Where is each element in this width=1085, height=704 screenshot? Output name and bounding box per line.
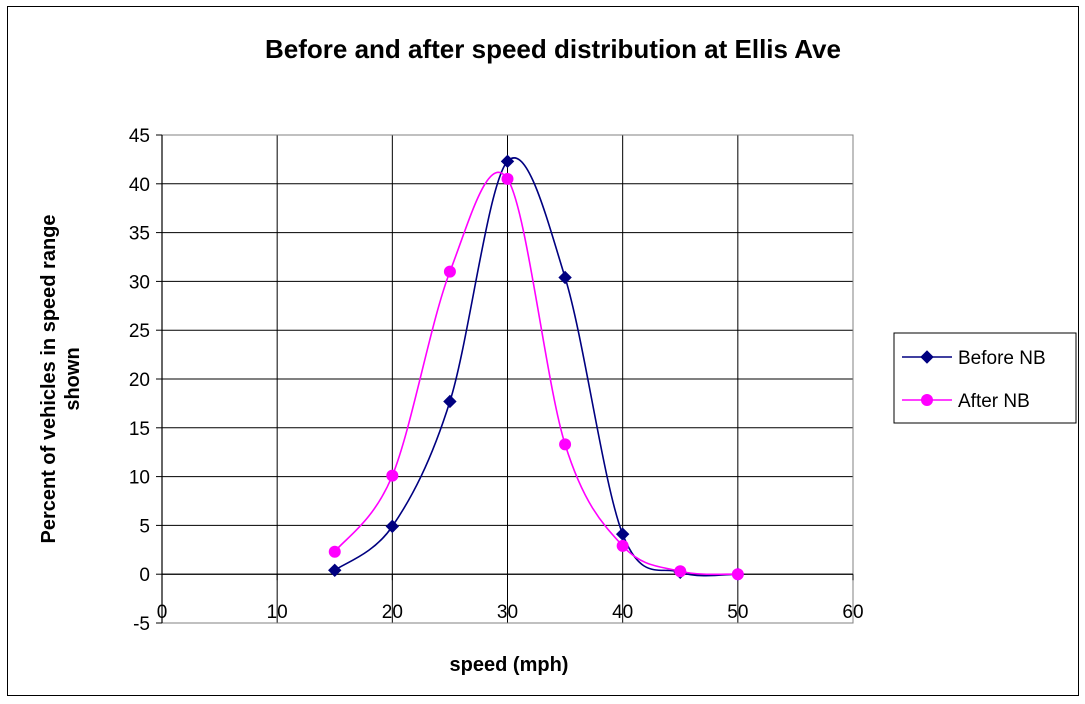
- series-group: [328, 154, 745, 581]
- legend-label: Before NB: [958, 348, 1046, 369]
- y-tick-label: 25: [129, 321, 150, 342]
- data-point: [616, 539, 629, 552]
- y-tick-label: 40: [129, 175, 150, 196]
- y-tick-label: 35: [129, 224, 150, 245]
- y-tick-label: 30: [129, 272, 150, 293]
- x-tick-label: 30: [497, 602, 518, 623]
- x-tick-label: 10: [267, 602, 288, 623]
- data-point: [385, 519, 400, 534]
- x-tick-label: 20: [382, 602, 403, 623]
- legend-marker: [920, 350, 934, 364]
- y-tick-label: -5: [133, 614, 150, 635]
- y-tick-label: 45: [129, 126, 150, 147]
- series-line: [334, 157, 738, 577]
- y-tick-label: 10: [129, 468, 150, 489]
- x-tick-label: 0: [157, 602, 168, 623]
- y-tick-label: 5: [139, 516, 150, 537]
- data-point: [386, 469, 399, 482]
- y-tick-label: 0: [139, 565, 150, 586]
- x-axis-title: speed (mph): [450, 654, 569, 676]
- data-point: [501, 172, 514, 185]
- data-point: [500, 154, 515, 169]
- legend-marker: [921, 394, 933, 406]
- y-tick-label: 20: [129, 370, 150, 391]
- data-point: [328, 563, 342, 578]
- data-point: [674, 565, 687, 578]
- data-point: [558, 270, 572, 285]
- series-line: [334, 171, 738, 576]
- data-point: [443, 394, 457, 409]
- data-point: [328, 545, 341, 558]
- legend-items: Before NB After NB: [902, 348, 1046, 412]
- data-point: [731, 568, 744, 581]
- chart-title: Before and after speed distribution at E…: [265, 34, 841, 64]
- x-tick-label: 60: [842, 602, 863, 623]
- x-tick-label: 50: [727, 602, 748, 623]
- x-tick-label: 40: [612, 602, 633, 623]
- tick-labels: -5 0 5 10 15 20 25 30 35 40 45 0 10 20 30 40 50 60: [129, 126, 864, 635]
- legend-label: After NB: [958, 391, 1030, 412]
- y-axis-title-line2: shown: [62, 347, 84, 410]
- data-point: [559, 438, 572, 451]
- data-point: [443, 265, 456, 278]
- series-1: [328, 171, 744, 581]
- legend-box: [893, 332, 1077, 424]
- legend: Before NB After NB: [893, 332, 1077, 424]
- y-axis-title-line1: Percent of vehicles in speed range: [38, 214, 60, 543]
- y-tick-label: 15: [129, 419, 150, 440]
